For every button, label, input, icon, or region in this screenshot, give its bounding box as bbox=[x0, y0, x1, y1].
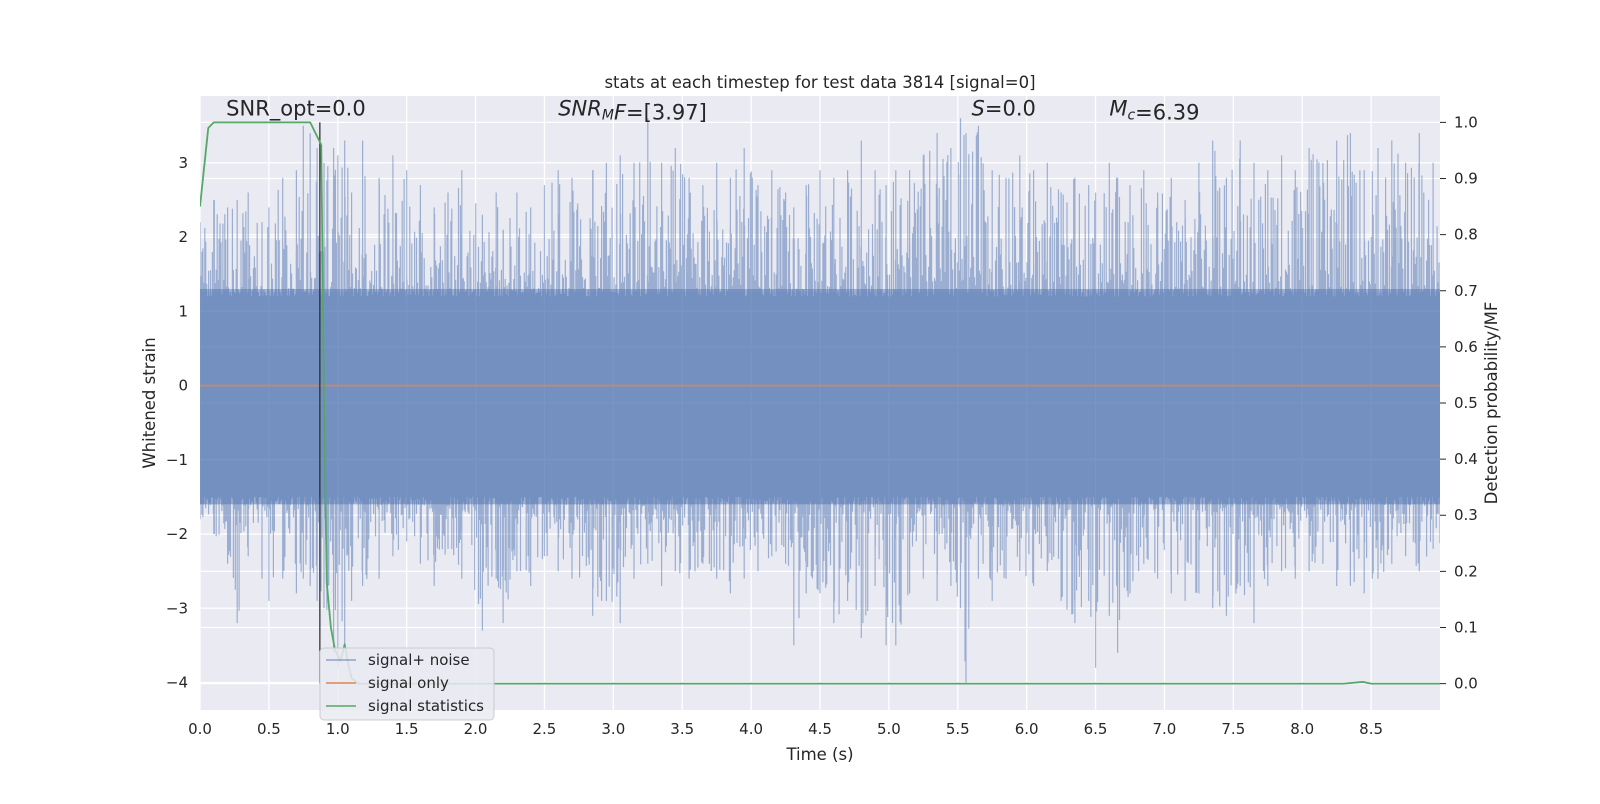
signal-statistics-line bbox=[200, 121, 1440, 685]
y-tick-label-left: −3 bbox=[166, 599, 188, 617]
x-tick-label: 3.5 bbox=[670, 720, 694, 738]
y-tick-label-right: 0.7 bbox=[1454, 282, 1478, 300]
annotation-part: S bbox=[972, 97, 985, 121]
x-tick-label: 0.0 bbox=[188, 720, 212, 738]
annotation-part: =[3.97] bbox=[626, 101, 707, 125]
y-tick-label-left: 3 bbox=[178, 154, 188, 172]
x-tick-label: 4.0 bbox=[739, 720, 763, 738]
x-tick-label: 2.0 bbox=[464, 720, 488, 738]
y-tick-label-left: −4 bbox=[166, 674, 188, 692]
y-tick-label-right: 0.6 bbox=[1454, 338, 1478, 356]
x-tick-label: 5.5 bbox=[946, 720, 970, 738]
data-layer bbox=[200, 118, 1440, 685]
y-tick-label-right: 0.4 bbox=[1454, 450, 1478, 468]
y-tick-label-right: 0.1 bbox=[1454, 618, 1478, 636]
x-tick-label: 3.0 bbox=[601, 720, 625, 738]
y-tick-label-right: 0.5 bbox=[1454, 394, 1478, 412]
annotation-text: Mc=6.39 bbox=[1109, 97, 1199, 125]
x-axis-label: Time (s) bbox=[785, 745, 853, 764]
y-tick-label-left: 0 bbox=[178, 377, 188, 395]
annotations: SNR_opt=0.0 SNRMF=[3.97] S=0.0 Mc=6.39 bbox=[226, 97, 1199, 125]
x-tick-label: 8.0 bbox=[1290, 720, 1314, 738]
x-tick-label: 4.5 bbox=[808, 720, 832, 738]
x-tick-label: 6.5 bbox=[1084, 720, 1108, 738]
legend-box bbox=[319, 647, 495, 721]
y-tick-label-left: −2 bbox=[166, 525, 188, 543]
annotation-part: F bbox=[614, 101, 627, 125]
y-tick-label-right: 0.2 bbox=[1454, 562, 1478, 580]
x-tick-label: 1.5 bbox=[395, 720, 419, 738]
y-tick-label-right: 0.3 bbox=[1454, 506, 1478, 524]
y-tick-label-left: 2 bbox=[178, 228, 188, 246]
annotation-part: M bbox=[602, 108, 614, 124]
x-tick-label: 0.5 bbox=[257, 720, 281, 738]
legend: signal+ noise signal only signal statist… bbox=[319, 647, 495, 721]
ticks: 0.0 0.5 1.0 1.5 2.0 2.5 3.0 3.5 4.0 4.5 5.0 5.5 6.0 6… bbox=[166, 113, 1478, 738]
y-tick-label-right: 0.0 bbox=[1454, 675, 1478, 693]
y-axis-label-right: Detection probability/MF bbox=[1482, 302, 1501, 505]
x-tick-label: 7.5 bbox=[1221, 720, 1245, 738]
annotation-part: =0.0 bbox=[985, 97, 1036, 121]
legend-label-signal-noise: signal+ noise bbox=[368, 651, 470, 669]
legend-label-signal-only: signal only bbox=[368, 674, 449, 692]
x-tick-label: 1.0 bbox=[326, 720, 350, 738]
signal-noise-line bbox=[200, 118, 1440, 683]
annotation-part: SNR bbox=[558, 97, 602, 121]
y-tick-label-left: 1 bbox=[178, 302, 188, 320]
x-tick-label: 7.0 bbox=[1153, 720, 1177, 738]
y-tick-label-right: 0.9 bbox=[1454, 170, 1478, 188]
x-tick-label: 2.5 bbox=[533, 720, 557, 738]
x-tick-label: 5.0 bbox=[877, 720, 901, 738]
annotation-text: SNR_opt=0.0 bbox=[226, 97, 366, 122]
annotation-text: SNRMF=[3.97] bbox=[558, 97, 707, 125]
x-tick-label: 6.0 bbox=[1015, 720, 1039, 738]
x-tick-label: 8.5 bbox=[1359, 720, 1383, 738]
legend-label-signal-statistics: signal statistics bbox=[368, 697, 484, 715]
annotation-part: SNR_opt=0.0 bbox=[226, 97, 366, 122]
annotation-part: c bbox=[1127, 108, 1135, 124]
y-tick-label-right: 1.0 bbox=[1454, 113, 1478, 131]
y-axis-label-left: Whitened strain bbox=[140, 337, 159, 468]
annotation-part: M bbox=[1109, 97, 1127, 121]
annotation-part: =6.39 bbox=[1135, 101, 1199, 125]
annotation-text: S=0.0 bbox=[972, 97, 1036, 121]
y-tick-label-left: −1 bbox=[166, 451, 188, 469]
y-tick-label-right: 0.8 bbox=[1454, 226, 1478, 244]
chart-title: stats at each timestep for test data 381… bbox=[604, 73, 1035, 92]
